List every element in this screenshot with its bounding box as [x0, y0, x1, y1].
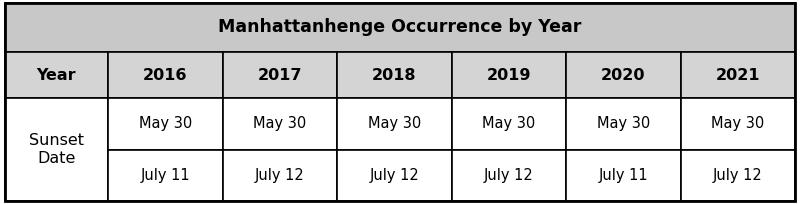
Bar: [566, 52, 681, 98]
Text: 2017: 2017: [258, 68, 302, 82]
Bar: [566, 98, 681, 150]
Text: 2021: 2021: [715, 68, 760, 82]
Bar: [108, 52, 222, 98]
Bar: [451, 98, 566, 150]
Bar: [451, 150, 566, 201]
Bar: [5, 52, 108, 98]
Text: Sunset
Date: Sunset Date: [29, 133, 84, 166]
Bar: [108, 150, 222, 201]
Text: 2016: 2016: [143, 68, 187, 82]
Bar: [681, 98, 795, 150]
Text: 2018: 2018: [372, 68, 417, 82]
Bar: [222, 98, 337, 150]
Text: 2019: 2019: [486, 68, 531, 82]
Bar: [5, 3, 795, 52]
Bar: [222, 150, 337, 201]
Bar: [337, 98, 451, 150]
Text: July 12: July 12: [370, 168, 419, 183]
Text: July 12: July 12: [255, 168, 305, 183]
Text: May 30: May 30: [368, 116, 421, 131]
Text: July 11: July 11: [141, 168, 190, 183]
Text: May 30: May 30: [711, 116, 764, 131]
Text: May 30: May 30: [138, 116, 192, 131]
Bar: [681, 52, 795, 98]
Bar: [681, 150, 795, 201]
Bar: [337, 52, 451, 98]
Text: July 12: July 12: [484, 168, 534, 183]
Bar: [222, 52, 337, 98]
Bar: [566, 150, 681, 201]
Bar: [5, 98, 108, 201]
Text: 2020: 2020: [601, 68, 646, 82]
Bar: [108, 98, 222, 150]
Text: July 12: July 12: [713, 168, 762, 183]
Text: Year: Year: [37, 68, 76, 82]
Bar: [451, 52, 566, 98]
Text: May 30: May 30: [482, 116, 535, 131]
Text: May 30: May 30: [253, 116, 306, 131]
Bar: [337, 150, 451, 201]
Text: July 11: July 11: [598, 168, 648, 183]
Text: Manhattanhenge Occurrence by Year: Manhattanhenge Occurrence by Year: [218, 19, 582, 37]
Text: May 30: May 30: [597, 116, 650, 131]
